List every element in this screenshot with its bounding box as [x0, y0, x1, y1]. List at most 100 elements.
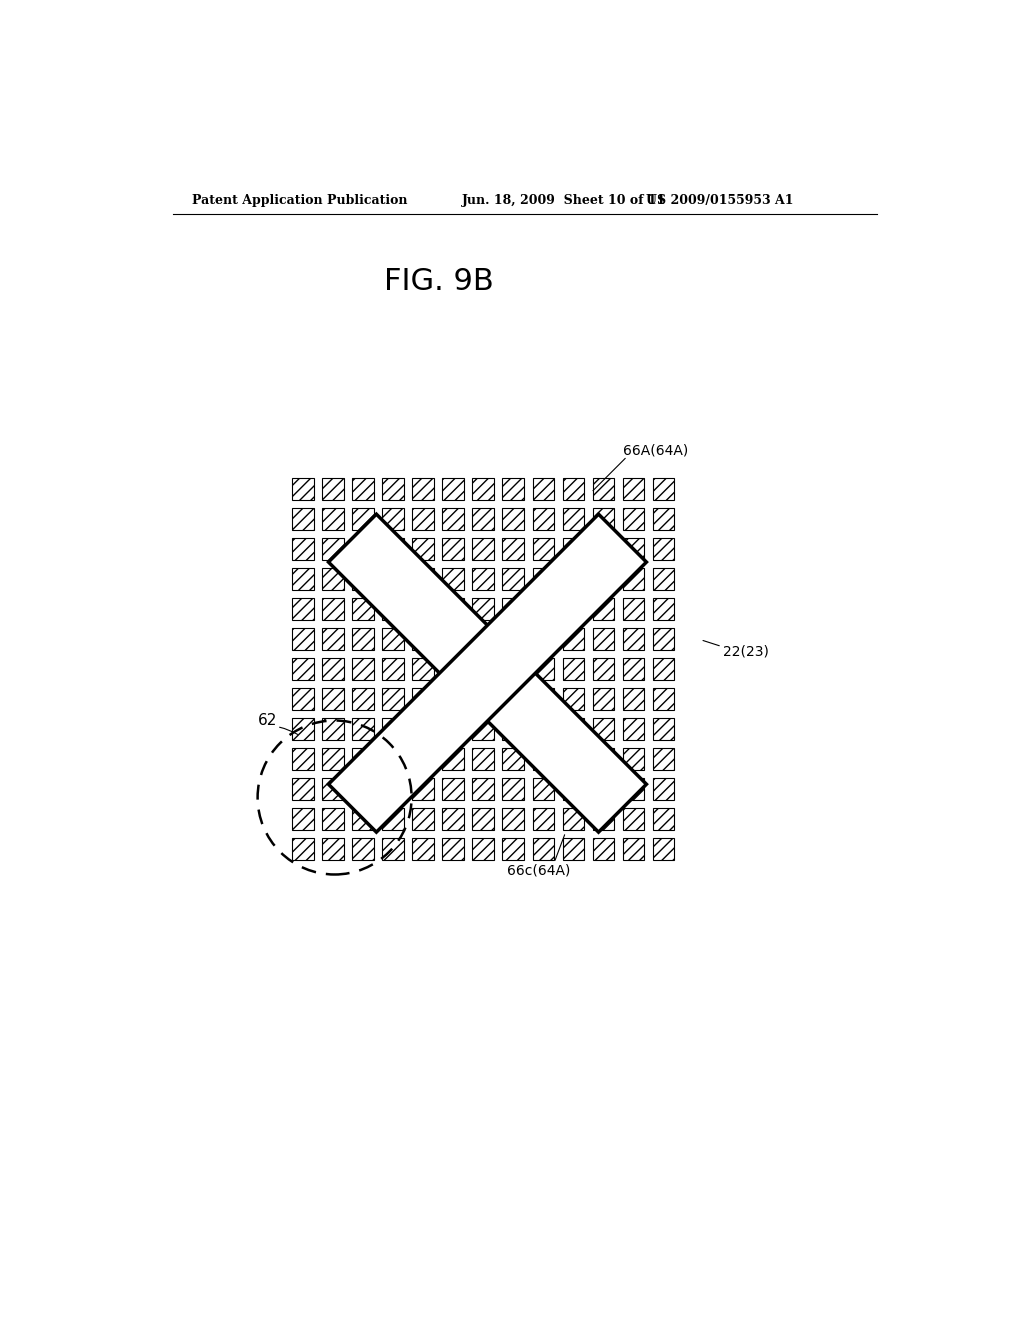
Bar — [352, 718, 374, 739]
Bar — [532, 598, 554, 619]
Bar — [652, 478, 674, 499]
Bar — [623, 508, 644, 529]
Bar — [472, 779, 494, 800]
Bar — [532, 659, 554, 680]
Bar — [413, 748, 434, 770]
Bar — [413, 478, 434, 499]
Bar — [352, 688, 374, 710]
Bar — [323, 659, 344, 680]
Bar — [503, 718, 524, 739]
Bar — [562, 628, 584, 649]
Bar — [472, 568, 494, 590]
Bar — [652, 568, 674, 590]
Bar — [442, 628, 464, 649]
Bar — [562, 718, 584, 739]
Text: 66c(64A): 66c(64A) — [507, 863, 570, 878]
Bar — [503, 478, 524, 499]
Text: US 2009/0155953 A1: US 2009/0155953 A1 — [646, 194, 794, 207]
Bar — [532, 808, 554, 830]
Bar — [623, 628, 644, 649]
Bar — [323, 718, 344, 739]
Polygon shape — [329, 515, 646, 832]
Bar — [472, 628, 494, 649]
Bar — [292, 688, 313, 710]
Text: 22(23): 22(23) — [724, 644, 769, 659]
Bar — [623, 539, 644, 560]
Bar — [413, 688, 434, 710]
Bar — [323, 598, 344, 619]
Bar — [442, 598, 464, 619]
Bar — [593, 688, 614, 710]
Bar — [472, 718, 494, 739]
Bar — [352, 838, 374, 859]
Bar — [593, 748, 614, 770]
Bar — [652, 838, 674, 859]
Bar — [382, 628, 403, 649]
Bar — [532, 718, 554, 739]
Bar — [292, 478, 313, 499]
Bar — [472, 659, 494, 680]
Bar — [382, 808, 403, 830]
Bar — [323, 838, 344, 859]
Text: Patent Application Publication: Patent Application Publication — [193, 194, 408, 207]
Bar — [623, 659, 644, 680]
Bar — [352, 539, 374, 560]
Bar — [382, 838, 403, 859]
Bar — [623, 568, 644, 590]
Bar — [593, 508, 614, 529]
Bar — [623, 748, 644, 770]
Bar — [442, 808, 464, 830]
Text: 66A(64A): 66A(64A) — [624, 444, 688, 458]
Bar — [652, 598, 674, 619]
Bar — [472, 748, 494, 770]
Bar — [503, 628, 524, 649]
Bar — [562, 779, 584, 800]
Bar — [292, 659, 313, 680]
Bar — [593, 779, 614, 800]
Bar — [562, 568, 584, 590]
Bar — [323, 779, 344, 800]
Text: FIG. 9B: FIG. 9B — [384, 267, 494, 296]
Bar — [562, 838, 584, 859]
Bar — [472, 808, 494, 830]
Bar — [292, 539, 313, 560]
Bar — [413, 508, 434, 529]
Bar — [503, 808, 524, 830]
Bar — [503, 838, 524, 859]
Bar — [352, 659, 374, 680]
Bar — [352, 478, 374, 499]
Bar — [652, 539, 674, 560]
Bar — [532, 478, 554, 499]
Bar — [442, 718, 464, 739]
Bar — [382, 659, 403, 680]
Bar — [352, 808, 374, 830]
Bar — [292, 508, 313, 529]
Bar — [323, 478, 344, 499]
Bar — [382, 508, 403, 529]
Bar — [562, 688, 584, 710]
Bar — [352, 598, 374, 619]
Bar — [442, 568, 464, 590]
Bar — [413, 718, 434, 739]
Bar — [413, 808, 434, 830]
Bar — [292, 718, 313, 739]
Bar — [562, 748, 584, 770]
Bar — [503, 779, 524, 800]
Bar — [382, 779, 403, 800]
Bar — [292, 568, 313, 590]
Bar — [442, 508, 464, 529]
Bar — [652, 508, 674, 529]
Bar — [323, 508, 344, 529]
Text: 62: 62 — [258, 713, 276, 729]
Bar — [323, 568, 344, 590]
Bar — [593, 838, 614, 859]
Bar — [623, 718, 644, 739]
Bar — [562, 598, 584, 619]
Bar — [382, 688, 403, 710]
Bar — [352, 508, 374, 529]
Bar — [442, 688, 464, 710]
Bar — [532, 748, 554, 770]
Bar — [623, 808, 644, 830]
Bar — [503, 748, 524, 770]
Bar — [652, 659, 674, 680]
